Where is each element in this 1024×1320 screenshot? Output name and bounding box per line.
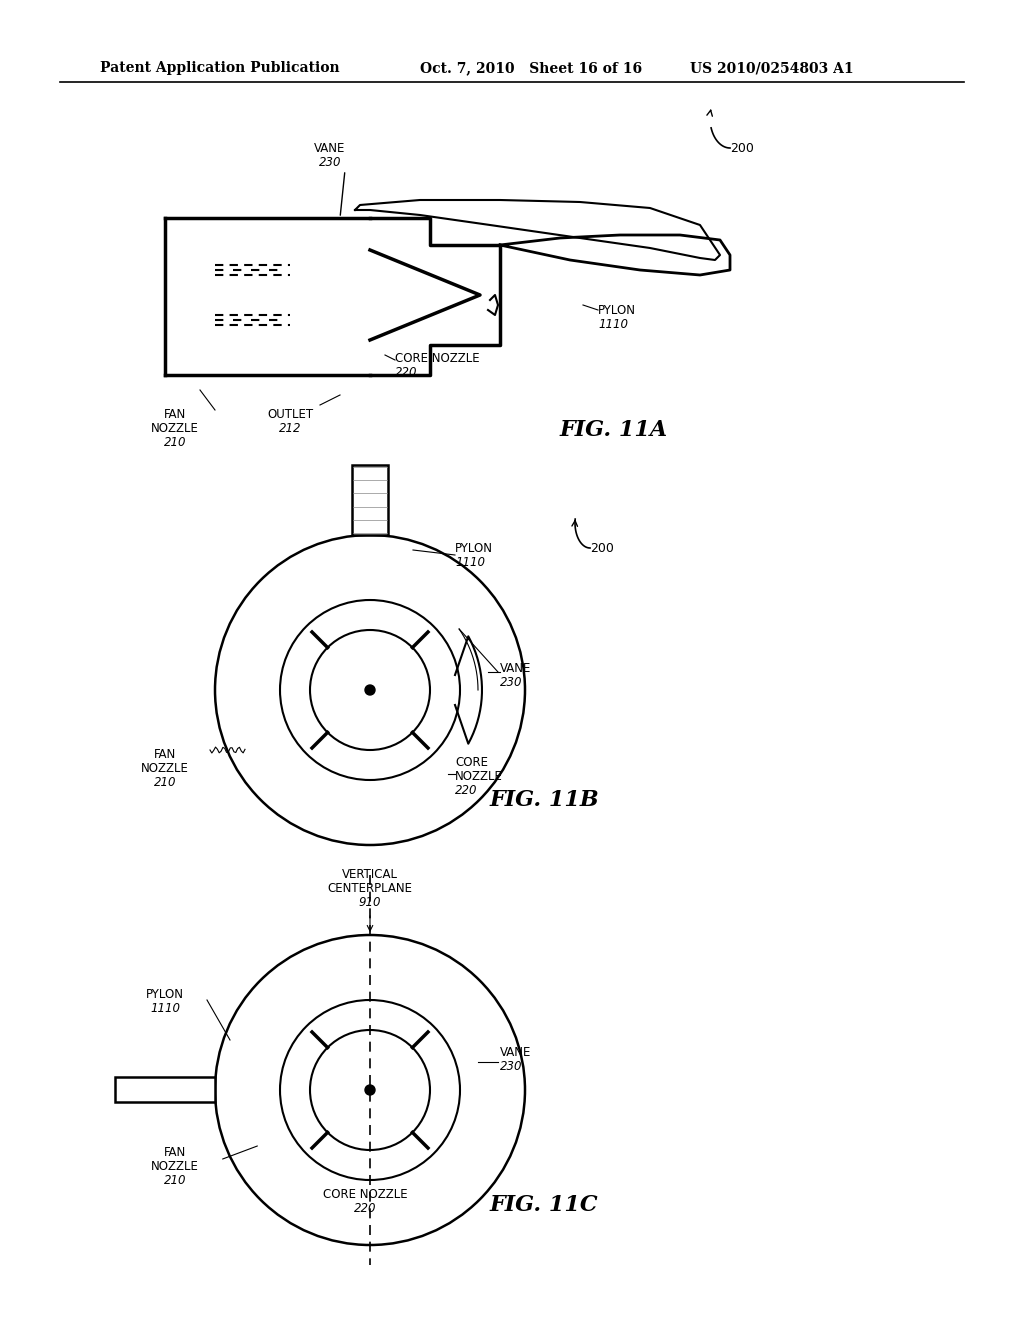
Text: NOZZLE: NOZZLE: [455, 770, 503, 783]
Text: OUTLET: OUTLET: [267, 408, 313, 421]
Text: VERTICAL: VERTICAL: [342, 869, 398, 882]
Text: NOZZLE: NOZZLE: [141, 763, 189, 776]
Text: CORE NOZZLE: CORE NOZZLE: [395, 351, 479, 364]
Text: PYLON: PYLON: [455, 541, 493, 554]
Text: 210: 210: [154, 776, 176, 789]
Text: FAN: FAN: [164, 408, 186, 421]
Text: 230: 230: [500, 676, 522, 689]
Text: US 2010/0254803 A1: US 2010/0254803 A1: [690, 61, 854, 75]
Text: 1110: 1110: [150, 1002, 180, 1015]
Text: 230: 230: [318, 156, 341, 169]
Text: 910: 910: [358, 896, 381, 909]
Text: NOZZLE: NOZZLE: [152, 422, 199, 436]
Text: PYLON: PYLON: [598, 304, 636, 317]
Text: VANE: VANE: [314, 141, 346, 154]
Text: FIG. 11C: FIG. 11C: [490, 1195, 599, 1216]
FancyBboxPatch shape: [352, 465, 388, 535]
Text: FIG. 11B: FIG. 11B: [490, 789, 600, 810]
Text: 212: 212: [279, 422, 301, 436]
Text: NOZZLE: NOZZLE: [152, 1159, 199, 1172]
Text: FAN: FAN: [154, 748, 176, 762]
Text: FIG. 11A: FIG. 11A: [560, 418, 668, 441]
Text: 1110: 1110: [598, 318, 628, 330]
Text: Oct. 7, 2010   Sheet 16 of 16: Oct. 7, 2010 Sheet 16 of 16: [420, 61, 642, 75]
Text: 220: 220: [353, 1203, 376, 1216]
Text: FAN: FAN: [164, 1146, 186, 1159]
Circle shape: [365, 1085, 375, 1096]
Text: 220: 220: [455, 784, 477, 796]
Text: 210: 210: [164, 1173, 186, 1187]
Text: CORE: CORE: [455, 755, 488, 768]
Text: 200: 200: [730, 141, 754, 154]
Text: Patent Application Publication: Patent Application Publication: [100, 61, 340, 75]
Text: VANE: VANE: [500, 1045, 531, 1059]
Text: 220: 220: [395, 366, 418, 379]
Text: VANE: VANE: [500, 661, 531, 675]
Text: 200: 200: [590, 541, 613, 554]
Text: CENTERPLANE: CENTERPLANE: [328, 883, 413, 895]
Circle shape: [365, 685, 375, 696]
Text: 210: 210: [164, 437, 186, 450]
Text: PYLON: PYLON: [146, 989, 184, 1002]
Text: CORE NOZZLE: CORE NOZZLE: [323, 1188, 408, 1201]
Text: 1110: 1110: [455, 556, 485, 569]
Text: 230: 230: [500, 1060, 522, 1072]
Bar: [115, 1077, 215, 1102]
